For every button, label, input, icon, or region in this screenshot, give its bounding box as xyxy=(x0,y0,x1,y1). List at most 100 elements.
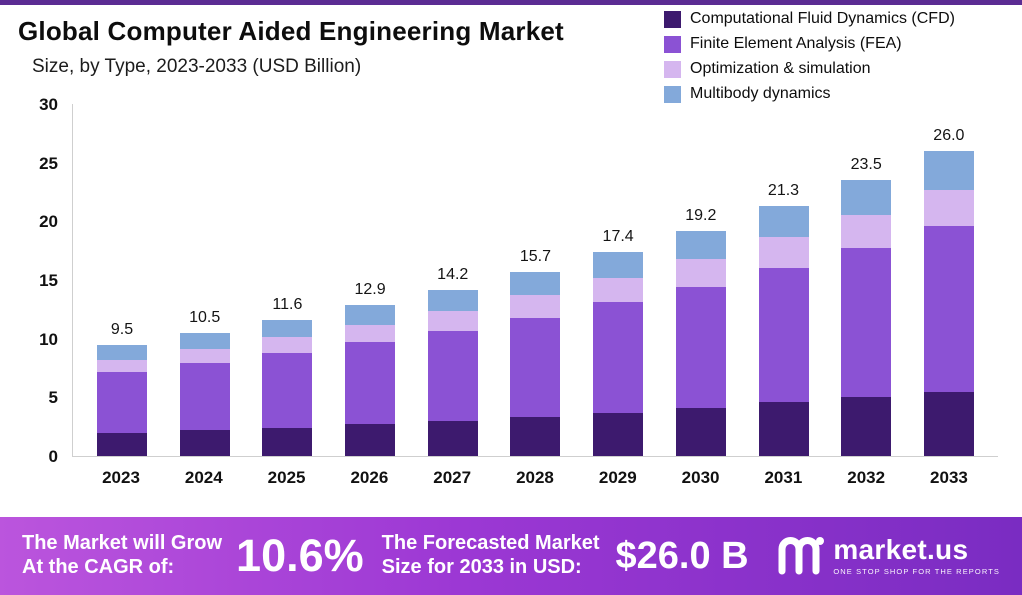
bar-segment-multibody-dynamics xyxy=(345,304,396,325)
bar-segment-computational-fluid-dynamics-cfd xyxy=(179,430,230,456)
brand-block: market.us ONE STOP SHOP FOR THE REPORTS xyxy=(776,533,1000,580)
bar-column-2031: 21.3 xyxy=(758,182,809,456)
bar-stack xyxy=(758,206,809,456)
bar-column-2033: 26.0 xyxy=(923,127,974,456)
y-axis-tick-label: 5 xyxy=(48,388,58,408)
legend-label: Optimization & simulation xyxy=(690,60,871,77)
y-axis-tick-label: 20 xyxy=(39,212,58,232)
bar-total-label: 11.6 xyxy=(272,295,303,313)
bar-segment-computational-fluid-dynamics-cfd xyxy=(593,412,644,456)
bar-segment-optimization-simulation xyxy=(345,324,396,343)
bar-segment-finite-element-analysis-fea xyxy=(675,287,726,408)
x-axis-label-2027: 2027 xyxy=(433,468,472,487)
marketus-logo-icon xyxy=(776,533,825,580)
y-axis-tick-label: 25 xyxy=(39,153,58,173)
bar-total-label: 26.0 xyxy=(933,127,965,145)
bar-total-label: 15.7 xyxy=(519,247,551,265)
bar-total-label: 10.5 xyxy=(189,308,221,326)
bar-stack xyxy=(262,319,313,456)
legend-label: Finite Element Analysis (FEA) xyxy=(690,35,902,52)
bar-segment-multibody-dynamics xyxy=(262,319,313,338)
bar-column-2029: 17.4 xyxy=(593,227,644,456)
stacked-bar-chart: 0 5 10 15 20 25 30 9.5 10.5 11.6 12.9 14.2 15.7 17.4… xyxy=(0,95,1022,504)
bar-segment-optimization-simulation xyxy=(97,359,147,372)
bar-column-2025: 11.6 xyxy=(262,295,313,456)
bar-stack xyxy=(923,151,974,456)
bar-segment-optimization-simulation xyxy=(179,349,230,364)
bar-segment-optimization-simulation xyxy=(593,277,644,303)
bar-stack xyxy=(427,289,478,456)
bar-segment-computational-fluid-dynamics-cfd xyxy=(923,391,974,456)
x-axis-label-2028: 2028 xyxy=(516,468,554,487)
bar-segment-computational-fluid-dynamics-cfd xyxy=(97,432,147,456)
legend-label: Multibody dynamics xyxy=(690,85,831,102)
bar-segment-optimization-simulation xyxy=(675,258,726,288)
bar-total-label: 19.2 xyxy=(685,206,717,224)
bar-total-label: 14.2 xyxy=(437,265,469,283)
footer-banner: The Market will Grow At the CAGR of: 10.… xyxy=(0,517,1022,595)
legend-item-optimization-simulation: Optimization & simulation xyxy=(664,60,955,78)
x-axis-label-2033: 2033 xyxy=(930,468,968,487)
bar-segment-finite-element-analysis-fea xyxy=(593,302,644,413)
forecast-label-line2: Size for 2033 in USD: xyxy=(381,556,582,578)
x-axis-label-2030: 2030 xyxy=(681,468,720,487)
brand-tagline: ONE STOP SHOP FOR THE REPORTS xyxy=(833,567,1000,577)
bar-segment-optimization-simulation xyxy=(427,310,478,331)
page-title: Global Computer Aided Engineering Market xyxy=(18,16,564,46)
forecast-label: The Forecasted Market Size for 2033 in U… xyxy=(382,532,600,579)
bar-column-2026: 12.9 xyxy=(345,281,396,456)
top-border-strip xyxy=(0,0,1022,5)
bar-segment-multibody-dynamics xyxy=(923,151,974,190)
bar-stack xyxy=(345,304,396,456)
legend-item-multibody-dynamics: Multibody dynamics xyxy=(664,85,955,103)
bar-segment-multibody-dynamics xyxy=(841,180,892,216)
cagr-label-line2: At the CAGR of: xyxy=(22,556,175,578)
bar-segment-multibody-dynamics xyxy=(758,206,809,237)
bar-column-2023: 9.5 xyxy=(97,321,147,456)
y-axis-tick-label: 30 xyxy=(39,95,58,114)
x-axis-label-2029: 2029 xyxy=(598,468,637,487)
bar-stack xyxy=(97,344,147,456)
legend-label: Computational Fluid Dynamics (CFD) xyxy=(690,10,955,27)
legend-swatch-finite-element-analysis-fea xyxy=(664,35,681,53)
bar-stack xyxy=(179,332,230,456)
bar-segment-multibody-dynamics xyxy=(97,344,147,360)
bar-segment-computational-fluid-dynamics-cfd xyxy=(675,407,726,456)
bar-total-label: 9.5 xyxy=(110,320,134,338)
bar-column-2027: 14.2 xyxy=(427,265,478,456)
brand-text: market.us ONE STOP SHOP FOR THE REPORTS xyxy=(833,536,1000,576)
chart-header: Global Computer Aided Engineering Market… xyxy=(18,16,564,78)
bar-total-label: 17.4 xyxy=(602,227,634,245)
bar-column-2032: 23.5 xyxy=(841,156,892,456)
bar-segment-optimization-simulation xyxy=(758,236,809,269)
bar-segment-optimization-simulation xyxy=(262,337,313,353)
x-axis-label-2024: 2024 xyxy=(184,468,223,487)
x-axis-label-2031: 2031 xyxy=(764,468,803,487)
bar-segment-computational-fluid-dynamics-cfd xyxy=(758,402,809,456)
bar-segment-optimization-simulation xyxy=(923,189,974,227)
cagr-value: 10.6% xyxy=(236,530,364,581)
x-axis-label-2032: 2032 xyxy=(847,468,886,487)
bar-segment-multibody-dynamics xyxy=(593,251,644,278)
y-axis-tick-label: 0 xyxy=(48,447,58,466)
bar-segment-finite-element-analysis-fea xyxy=(510,317,561,418)
bar-segment-optimization-simulation xyxy=(510,295,561,318)
legend-item-computational-fluid-dynamics-cfd: Computational Fluid Dynamics (CFD) xyxy=(664,10,955,28)
y-axis-tick-label: 15 xyxy=(39,271,58,290)
bar-segment-finite-element-analysis-fea xyxy=(179,363,230,431)
chart-legend: Computational Fluid Dynamics (CFD) Finite… xyxy=(664,10,955,110)
cagr-label: The Market will Grow At the CAGR of: xyxy=(22,532,222,579)
legend-swatch-computational-fluid-dynamics-cfd xyxy=(664,10,681,28)
legend-item-finite-element-analysis-fea: Finite Element Analysis (FEA) xyxy=(664,35,955,53)
bar-segment-computational-fluid-dynamics-cfd xyxy=(510,417,561,456)
bar-segment-optimization-simulation xyxy=(841,215,892,249)
x-axis-label-2025: 2025 xyxy=(267,468,306,487)
bar-segment-computational-fluid-dynamics-cfd xyxy=(427,420,478,456)
bar-column-2030: 19.2 xyxy=(675,206,726,456)
x-axis-label-2023: 2023 xyxy=(102,468,140,487)
bar-segment-finite-element-analysis-fea xyxy=(97,371,147,433)
plot-area: 9.5 10.5 11.6 12.9 14.2 15.7 17.4 19.2 21.3 23.5 2… xyxy=(72,104,998,457)
brand-name: market.us xyxy=(833,534,969,566)
bar-segment-finite-element-analysis-fea xyxy=(758,268,809,402)
